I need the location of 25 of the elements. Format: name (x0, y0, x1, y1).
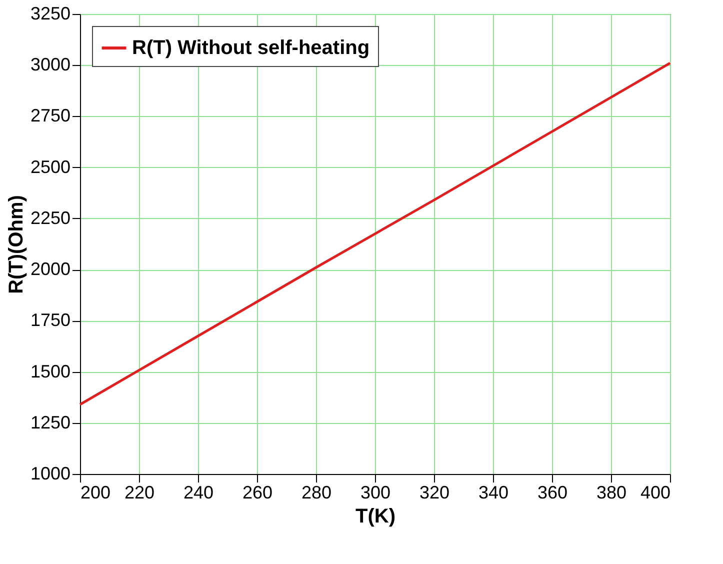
y-tick-label: 1000 (30, 464, 70, 484)
x-tick-label: 280 (301, 482, 332, 502)
y-tick-label: 2500 (30, 156, 70, 177)
y-tick-label: 1500 (30, 361, 70, 382)
y-tick-label: 3250 (30, 4, 70, 24)
x-tick-label: 380 (596, 482, 627, 502)
x-tick-label: 200 (80, 482, 111, 502)
line-series (78, 62, 672, 406)
y-tick-label: 1250 (30, 412, 70, 432)
x-axis-title: T(K) (356, 506, 396, 528)
x-tick-label: 220 (124, 482, 155, 502)
y-tick-label: 2750 (30, 106, 70, 126)
y-tick-label: 1750 (30, 310, 70, 330)
x-tick-label: 400 (640, 482, 670, 502)
x-tick-label: 300 (360, 482, 391, 502)
y-tick-label: 3000 (30, 54, 70, 75)
x-tick-label: 340 (478, 482, 509, 502)
legend-label: R(T) Without self-heating (132, 37, 370, 59)
y-axis-title: R(T)(Ohm) (5, 195, 28, 294)
y-tick-label: 2250 (30, 208, 70, 228)
x-tick-label: 260 (242, 482, 273, 502)
x-tick-label: 360 (537, 482, 568, 502)
x-tick-label: 240 (183, 482, 214, 502)
y-tick-label: 2000 (30, 259, 70, 280)
x-tick-label: 320 (419, 482, 450, 502)
